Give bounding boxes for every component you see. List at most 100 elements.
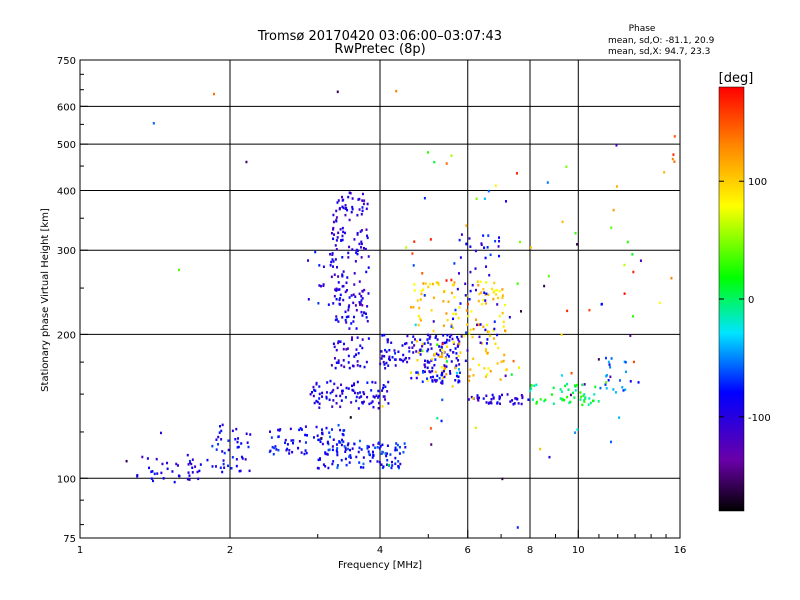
data-point <box>560 390 563 393</box>
data-point <box>332 213 335 217</box>
data-point <box>566 309 569 313</box>
data-point <box>337 231 340 235</box>
data-point <box>361 199 364 202</box>
data-point <box>672 153 675 156</box>
data-point <box>304 433 307 437</box>
data-point <box>329 253 332 256</box>
chart-subtitle: RwPretec (8p) <box>334 42 425 57</box>
data-point <box>335 394 338 398</box>
data-point <box>314 389 317 393</box>
data-point <box>368 402 371 406</box>
data-point <box>332 342 335 345</box>
data-point <box>362 466 365 469</box>
data-point <box>468 332 471 335</box>
data-point <box>362 462 365 466</box>
data-point <box>493 281 496 285</box>
colorbar-tick-label-0: 100 <box>748 177 767 188</box>
data-point <box>355 348 358 351</box>
data-point <box>387 338 390 341</box>
data-point <box>390 460 393 464</box>
data-point <box>535 400 538 404</box>
data-point <box>484 375 487 378</box>
data-point <box>347 387 350 390</box>
data-point <box>445 312 448 315</box>
data-point <box>353 272 356 275</box>
data-point <box>599 386 602 390</box>
data-point <box>328 431 331 434</box>
data-point <box>568 401 571 405</box>
data-point <box>481 302 484 306</box>
data-point <box>440 346 443 349</box>
data-point <box>346 276 349 279</box>
data-point <box>349 416 352 419</box>
data-point <box>437 281 440 285</box>
data-point <box>419 298 422 301</box>
data-point <box>489 369 492 373</box>
data-point <box>321 432 324 436</box>
data-point <box>435 281 438 284</box>
data-point <box>463 334 466 338</box>
data-point <box>450 325 453 328</box>
data-point <box>348 455 351 458</box>
data-point <box>325 426 328 430</box>
data-point <box>361 297 364 300</box>
data-point <box>543 399 546 403</box>
data-point <box>435 335 438 338</box>
data-point <box>337 423 340 427</box>
data-point <box>344 450 347 454</box>
data-point <box>340 383 343 387</box>
data-point <box>362 246 365 250</box>
data-point <box>530 384 533 387</box>
data-point <box>318 284 321 287</box>
data-point <box>428 370 431 373</box>
data-point <box>292 439 295 442</box>
data-point <box>447 355 450 358</box>
data-point <box>419 353 422 356</box>
data-point <box>313 388 316 392</box>
data-point <box>221 470 224 474</box>
data-point <box>624 388 627 391</box>
data-point <box>552 386 555 390</box>
data-point <box>166 467 169 471</box>
data-point <box>632 360 635 364</box>
data-point <box>319 440 322 444</box>
data-point <box>472 374 475 377</box>
data-point <box>357 198 360 201</box>
data-point <box>417 373 420 376</box>
data-point <box>444 357 447 360</box>
data-point <box>432 296 435 300</box>
data-point <box>437 283 440 286</box>
data-point <box>465 309 468 312</box>
data-point <box>416 340 419 343</box>
data-point <box>345 321 348 324</box>
data-point <box>353 355 356 358</box>
data-point <box>411 252 414 255</box>
data-point <box>381 389 384 392</box>
data-point <box>366 202 369 206</box>
data-point <box>440 355 443 359</box>
data-point <box>501 393 504 397</box>
data-point <box>386 390 389 393</box>
data-point <box>325 391 328 394</box>
data-point <box>497 245 500 248</box>
data-point <box>432 329 435 333</box>
data-point <box>322 284 325 288</box>
data-point <box>488 401 491 404</box>
data-point <box>332 460 335 463</box>
data-point <box>384 367 387 370</box>
data-point <box>335 248 338 251</box>
data-point <box>328 448 331 451</box>
data-point <box>333 345 336 349</box>
data-point <box>341 234 344 238</box>
data-point <box>393 349 396 352</box>
data-point <box>429 238 432 241</box>
data-point <box>235 427 238 431</box>
data-point <box>313 401 316 405</box>
data-point <box>336 90 339 94</box>
data-point <box>390 466 393 470</box>
data-point <box>480 342 483 345</box>
data-point <box>332 228 335 231</box>
data-point <box>335 209 338 213</box>
data-point <box>345 315 348 319</box>
data-point <box>615 185 618 188</box>
